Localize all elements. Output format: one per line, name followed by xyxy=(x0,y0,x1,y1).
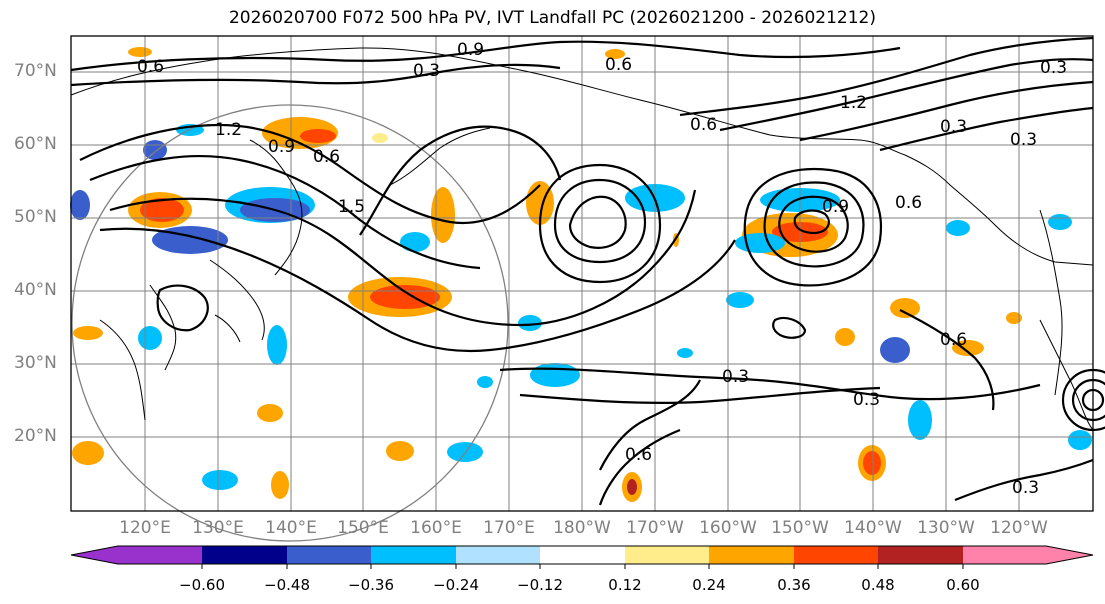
colorbar-tick-label: 0.48 xyxy=(861,576,895,594)
contour-label: 0.3 xyxy=(853,390,880,410)
contour-label: 1.5 xyxy=(338,197,365,217)
map-border xyxy=(70,35,1094,512)
lat-label: 40°N xyxy=(14,280,57,300)
lon-label: 170°E xyxy=(483,518,535,538)
contour-label: 1.2 xyxy=(840,93,867,113)
lon-label: 180°W xyxy=(553,518,611,538)
contour-label: 0.6 xyxy=(940,330,967,350)
lon-label: 140°W xyxy=(844,518,902,538)
lon-label: 160°W xyxy=(699,518,757,538)
contour-label: 0.3 xyxy=(722,367,749,387)
colorbar-extend-max xyxy=(1046,546,1093,564)
graticule xyxy=(71,36,1093,542)
lon-label: 120°E xyxy=(119,518,171,538)
colorbar-tick-label: −0.24 xyxy=(433,576,479,594)
contour-label: 0.6 xyxy=(625,445,652,465)
lon-label: 130°W xyxy=(917,518,975,538)
colorbar-extend-min xyxy=(71,546,118,564)
contour-label: 0.3 xyxy=(1040,58,1067,78)
lat-label: 20°N xyxy=(14,426,57,446)
lon-label: 130°E xyxy=(192,518,244,538)
lon-label: 150°W xyxy=(771,518,829,538)
contour-label: 0.3 xyxy=(940,117,967,137)
colorbar-tick-label: −0.48 xyxy=(264,576,310,594)
colorbar-tick-label: 0.12 xyxy=(608,576,642,594)
lon-label: 140°E xyxy=(265,518,317,538)
contour-label: 0.9 xyxy=(457,40,484,60)
contour-label: 0.9 xyxy=(268,137,295,157)
lon-label: 160°E xyxy=(410,518,462,538)
lat-label: 60°N xyxy=(14,134,57,154)
coastlines xyxy=(70,47,1094,431)
contour-label: 0.3 xyxy=(413,61,440,81)
contour-label: 0.6 xyxy=(137,57,164,77)
lon-label: 150°E xyxy=(337,518,389,538)
contour-label: 0.6 xyxy=(895,193,922,213)
figure-title: 2026020700 F072 500 hPa PV, IVT Landfall… xyxy=(228,8,876,28)
lat-label: 50°N xyxy=(14,207,57,227)
contour-label: 0.6 xyxy=(313,147,340,167)
contour-label: 0.3 xyxy=(1010,130,1037,150)
contour-label: 1.2 xyxy=(215,120,242,140)
lat-label: 30°N xyxy=(14,353,57,373)
lon-label: 120°W xyxy=(990,518,1048,538)
lat-label: 70°N xyxy=(14,61,57,81)
colorbar-tick-label: 0.24 xyxy=(692,576,726,594)
colorbar-tick-label: 0.36 xyxy=(777,576,811,594)
colorbar-tick-label: −0.36 xyxy=(348,576,394,594)
pv-contours xyxy=(70,36,1105,506)
contour-label: 0.6 xyxy=(605,55,632,75)
colorbar xyxy=(70,545,1094,569)
contour-label: 0.3 xyxy=(1012,478,1039,498)
contour-label: 0.9 xyxy=(822,197,849,217)
colorbar-tick-label: −0.60 xyxy=(179,576,225,594)
colorbar-tick-label: 0.60 xyxy=(946,576,980,594)
contour-labels: 0.6 0.9 0.3 0.6 1.2 0.9 0.6 1.5 1.2 0.3 … xyxy=(137,40,1067,498)
lon-label: 170°W xyxy=(626,518,684,538)
contour-label: 0.6 xyxy=(690,115,717,135)
colorbar-tick-label: −0.12 xyxy=(517,576,563,594)
